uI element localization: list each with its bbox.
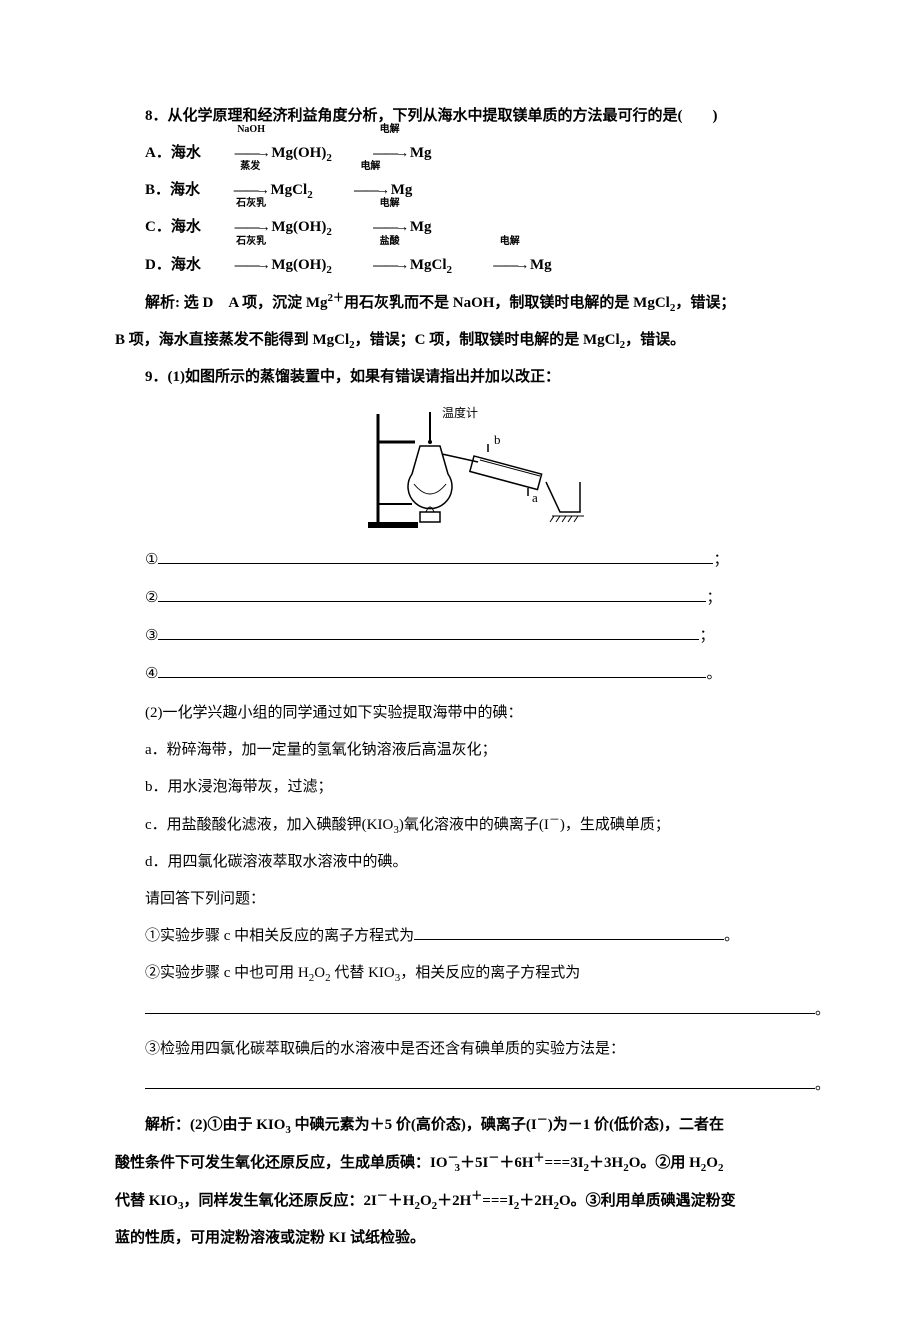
q9-expl-l4: 蓝的性质，可用淀粉溶液或淀粉 KI 试纸检验。 — [115, 1222, 835, 1255]
mgoh2: Mg(OH) — [271, 257, 326, 273]
fill-q2[interactable] — [145, 999, 815, 1014]
label-wdj: 温度计 — [442, 404, 478, 421]
q9-pa: a．粉碎海带，加一定量的氢氧化钠溶液后高温灰化； — [115, 734, 835, 767]
mg: Mg — [530, 257, 552, 273]
mg: Mg — [391, 182, 413, 198]
q9-pask: 请回答下列问题： — [115, 883, 835, 916]
arrow-shihuiru: 石灰乳――→ — [205, 249, 268, 282]
blank-4: ④。 — [115, 659, 835, 689]
mgcl2: MgCl — [271, 182, 308, 198]
q9-pc: c．用盐酸酸化滤液，加入碘酸钾(KIO3)氧化溶液中的碘离子(I－)，生成碘单质… — [115, 808, 835, 842]
opt-d-prefix: D．海水 — [145, 257, 205, 273]
fill-2[interactable] — [158, 587, 706, 602]
opt-c-prefix: C．海水 — [145, 219, 205, 235]
q9-q1: ①实验步骤 c 中相关反应的离子方程式为。 — [115, 920, 835, 953]
distillation-figure: 温度计 b a — [115, 404, 835, 539]
mgoh2: Mg(OH) — [271, 219, 326, 235]
arrow-yansuan: 盐酸――→ — [343, 249, 406, 282]
distillation-svg — [360, 404, 590, 534]
fill-1[interactable] — [158, 549, 713, 564]
fill-3[interactable] — [158, 625, 699, 640]
q9-expl-l3: 代替 KIO3，同样发生氧化还原反应：2I－＋H2O2＋2H＋===I2＋2H2… — [115, 1184, 835, 1218]
blank-2: ②； — [115, 583, 835, 613]
q9-q3-fill: 。 — [115, 1070, 835, 1100]
q9-p2: (2)一化学兴趣小组的同学通过如下实验提取海带中的碘： — [115, 697, 835, 730]
q9-p1: 9．(1)如图所示的蒸馏装置中，如果有错误请指出并加以改正： — [115, 361, 835, 394]
blank-3: ③； — [115, 621, 835, 651]
q9-q2-fill: 。 — [115, 995, 835, 1025]
q8-explain-l1: 解析: 选 D A 项，沉淀 Mg2＋用石灰乳而不是 NaOH，制取镁时电解的是… — [115, 286, 835, 320]
label-b: b — [494, 432, 501, 448]
fill-4[interactable] — [158, 663, 706, 678]
q9-expl-l1: 解析：(2)①由于 KIO3 中碘元素为＋5 价(高价态)，碘离子(I－)为－1… — [115, 1108, 835, 1142]
opt-a-prefix: A．海水 — [145, 145, 205, 161]
q9-pb: b．用水浸泡海带灰，过滤； — [115, 771, 835, 804]
fill-q3[interactable] — [145, 1074, 815, 1089]
blank-1: ①； — [115, 545, 835, 575]
q9-expl-l2: 酸性条件下可发生氧化还原反应，生成单质碘：IO－3＋5I－＋6H＋===3I2＋… — [115, 1146, 835, 1180]
arrow-dianjie: 电解――→ — [463, 249, 526, 282]
mgcl2: MgCl — [410, 257, 447, 273]
mgoh2: Mg(OH) — [271, 145, 326, 161]
label-a: a — [532, 490, 538, 506]
q9-pd: d．用四氯化碳溶液萃取水溶液中的碘。 — [115, 846, 835, 879]
mg: Mg — [410, 145, 432, 161]
q9-q3: ③检验用四氯化碳萃取碘后的水溶液中是否还含有碘单质的实验方法是： — [115, 1033, 835, 1066]
q9-q2: ②实验步骤 c 中也可用 H2O2 代替 KIO3，相关反应的离子方程式为 — [115, 957, 835, 990]
mg: Mg — [410, 219, 432, 235]
opt-b-prefix: B．海水 — [145, 182, 204, 198]
fill-q1[interactable] — [414, 925, 724, 940]
q8-explain-l2: B 项，海水直接蒸发不能得到 MgCl2，错误；C 项，制取镁时电解的是 MgC… — [115, 324, 835, 357]
q8-option-d: D．海水 石灰乳――→ Mg(OH)2 盐酸――→ MgCl2 电解――→ Mg — [115, 249, 835, 282]
